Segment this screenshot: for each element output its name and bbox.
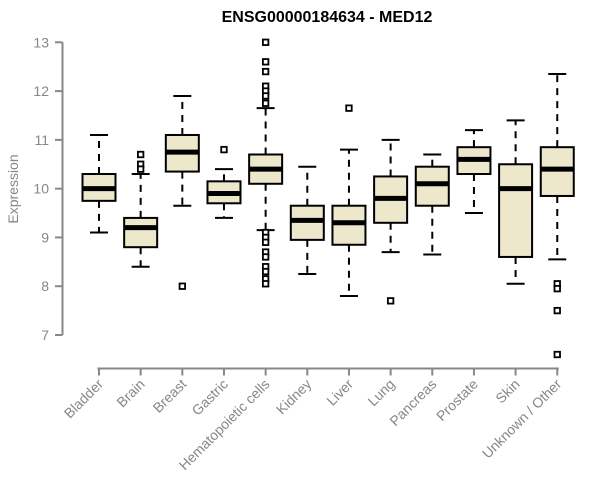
- outlier-point: [261, 267, 270, 276]
- outlier-point: [261, 238, 270, 246]
- box-rect: [498, 163, 534, 258]
- outlier-point: [553, 350, 561, 359]
- y-tick-label: 9: [41, 229, 49, 245]
- y-axis: 7 8 9 10 11 12 13: [33, 34, 64, 343]
- outlier-point: [261, 280, 270, 288]
- x-tick-label-breast: Breast: [150, 376, 190, 416]
- boxplot-skin: [498, 119, 534, 285]
- boxplot-liver: [331, 104, 367, 297]
- box-rect: [123, 216, 159, 249]
- y-tick-label: 11: [34, 132, 49, 148]
- x-tick-label-lung: Lung: [364, 376, 397, 409]
- boxplot-breast: [164, 94, 200, 290]
- outlier-point: [261, 253, 270, 261]
- boxplot-gastric: [206, 145, 242, 219]
- x-tick-label-prostate: Prostate: [433, 376, 481, 424]
- y-tick-label: 13: [33, 34, 49, 50]
- x-tick-label-brain: Brain: [113, 376, 147, 410]
- boxplot-pancreas: [414, 153, 450, 256]
- outlier-point: [553, 306, 561, 315]
- boxplot-bladder: [81, 133, 117, 234]
- outlier-point: [345, 104, 353, 112]
- x-tick-label-bladder: Bladder: [61, 376, 107, 422]
- outlier-point: [261, 67, 270, 76]
- x-tick-label-skin: Skin: [492, 376, 523, 407]
- plot-area: 7 8 9 10 11 12 13 Bladder Brain BreastGastricHema…: [33, 34, 575, 473]
- boxplot-brain: [123, 150, 159, 268]
- outlier-point: [261, 99, 270, 107]
- y-tick-label: 8: [41, 278, 49, 294]
- outlier-point: [261, 92, 270, 100]
- boxplot-prostate: [456, 129, 492, 215]
- boxplot-unknown-other: [539, 73, 575, 359]
- y-tick-label: 12: [33, 83, 49, 99]
- boxplot-lung: [373, 138, 409, 305]
- boxplot-kidney: [289, 165, 325, 276]
- outlier-point: [220, 145, 228, 154]
- outlier-point: [261, 38, 270, 46]
- x-tick-label-unknown-other: Unknown / Other: [479, 376, 565, 462]
- outlier-point: [553, 285, 561, 293]
- y-tick-label: 10: [33, 181, 49, 197]
- y-tick-label: 7: [41, 327, 49, 343]
- outlier-point: [386, 297, 395, 305]
- boxplot-hematopoietic-cells: [248, 38, 284, 288]
- x-tick-label-liver: Liver: [323, 376, 356, 409]
- chart-title: ENSG00000184634 - MED12: [222, 9, 433, 26]
- outlier-point: [261, 58, 270, 66]
- outlier-point: [178, 282, 186, 290]
- outlier-point: [137, 165, 145, 173]
- y-axis-label: Expression: [5, 154, 21, 223]
- outlier-point: [137, 150, 145, 159]
- x-tick-label-kidney: Kidney: [273, 376, 315, 418]
